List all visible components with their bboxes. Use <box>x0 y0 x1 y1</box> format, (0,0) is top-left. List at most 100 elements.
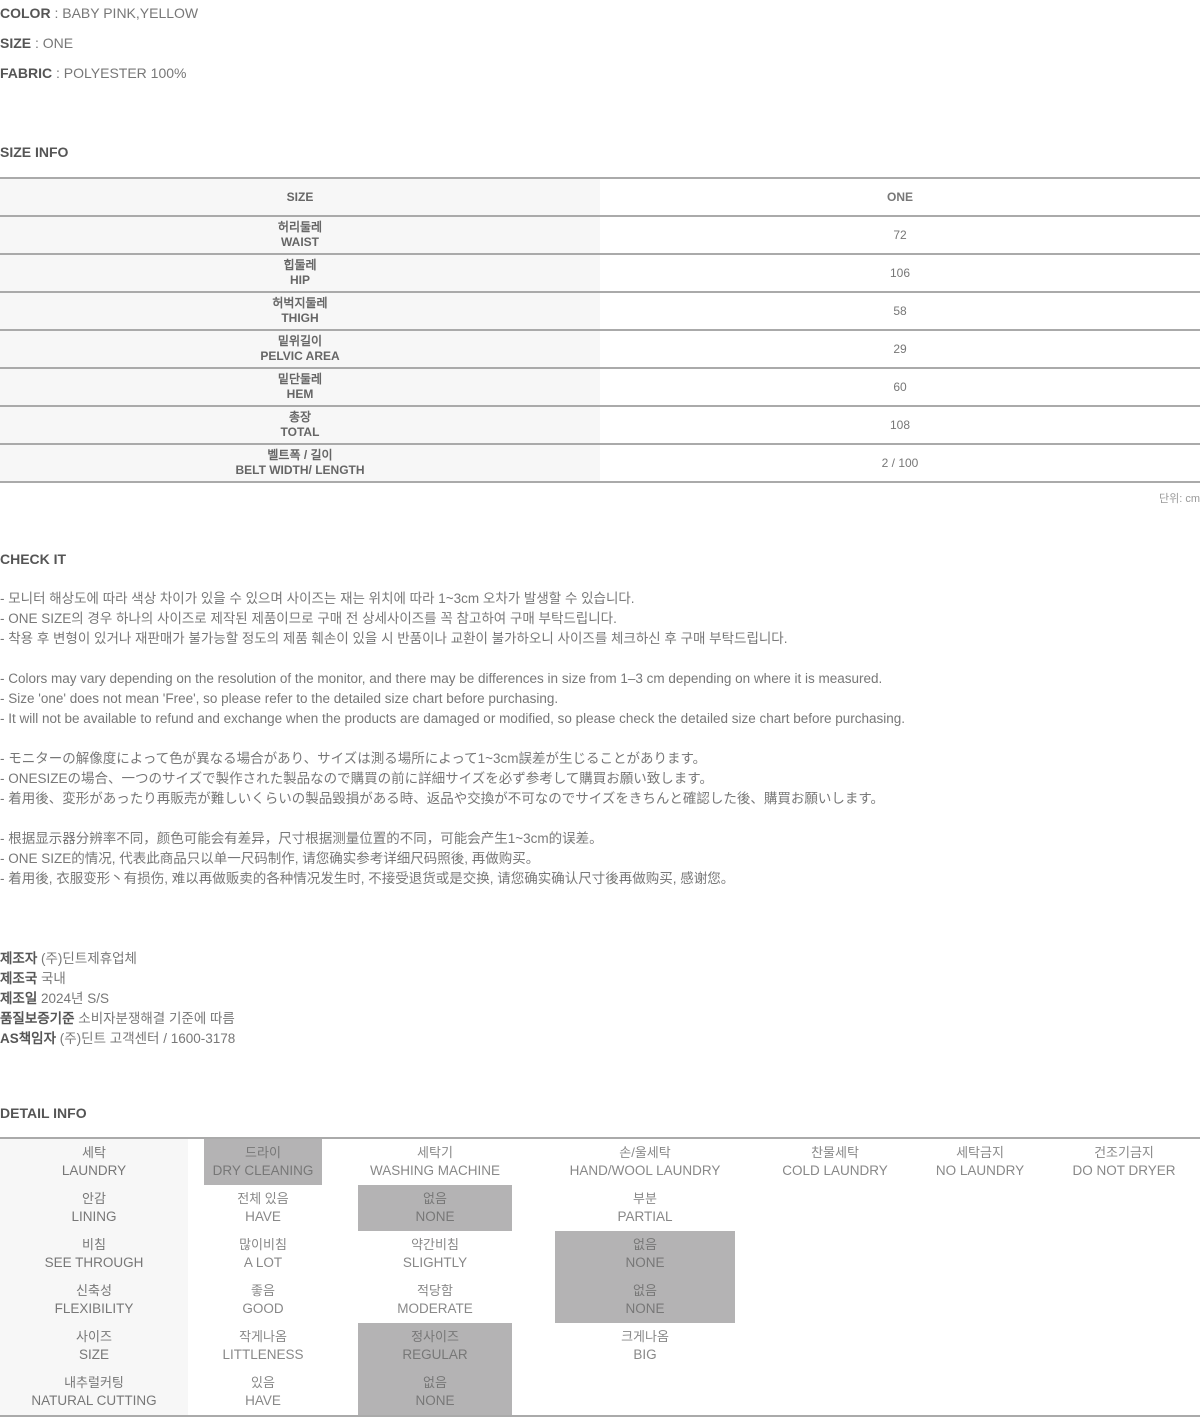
detail-row: 사이즈 SIZE 작게나옴 LITTLENESS 정사이즈 REGULAR 크게나옴 BIG <box>0 1323 1200 1369</box>
detail-option: 약간비침 SLIGHTLY <box>338 1231 532 1277</box>
detail-option: 손/울세탁 HAND/WOOL LAUNDRY <box>532 1138 758 1185</box>
detail-option: 좋음 GOOD <box>188 1277 338 1323</box>
detail-table: 세탁 LAUNDRY 드라이 DRY CLEANING 세탁기 WASHING MACHI… <box>0 1137 1200 1417</box>
spec-key: SIZE <box>0 35 32 51</box>
measure-kr: 벨트폭 / 길이 <box>267 448 333 462</box>
option-en: BIG <box>633 1347 657 1362</box>
detail-label-kr: 사이즈 <box>76 1329 112 1344</box>
option: 크게나옴 BIG <box>555 1323 735 1369</box>
spec-line: FABRIC : POLYESTER 100% <box>0 65 186 81</box>
maker-key: 제조일 <box>0 991 38 1006</box>
measure-en: WAIST <box>281 235 319 249</box>
maker-line: 제조국 국내 <box>0 969 235 989</box>
spec-value: : BABY PINK,YELLOW <box>50 5 199 21</box>
option: 약간비침 SLIGHTLY <box>358 1231 512 1277</box>
detail-option <box>758 1277 912 1323</box>
option-kr: 작게나옴 <box>239 1329 287 1344</box>
spec-line: COLOR : BABY PINK,YELLOW <box>0 5 198 21</box>
option-kr: 없음 <box>423 1191 447 1206</box>
detail-option <box>758 1185 912 1231</box>
measure-kr: 허벅지둘레 <box>272 296 328 310</box>
option-kr: 드라이 <box>245 1145 281 1160</box>
detail-option <box>912 1185 1048 1231</box>
maker-value: 2024년 S/S <box>37 991 109 1006</box>
measure-en: TOTAL <box>280 425 320 439</box>
detail-label: 내추럴커팅 NATURAL CUTTING <box>0 1369 188 1416</box>
detail-option: 정사이즈 REGULAR <box>338 1323 532 1369</box>
measure-value: 29 <box>600 329 1200 368</box>
detail-option: 많이비침 A LOT <box>188 1231 338 1277</box>
option-kr: 좋음 <box>251 1283 275 1298</box>
size-header-label: SIZE <box>0 177 600 216</box>
measure-value: 72 <box>600 215 1200 254</box>
detail-label-kr: 내추럴커팅 <box>64 1375 124 1390</box>
table-row: 밑위길이 PELVIC AREA 29 <box>0 329 1200 368</box>
detail-label: 신축성 FLEXIBILITY <box>0 1277 188 1323</box>
option-en: HAVE <box>245 1393 281 1408</box>
detail-label-en: LAUNDRY <box>61 1163 127 1178</box>
detail-option <box>912 1231 1048 1277</box>
detail-option: 없음 NONE <box>338 1369 532 1416</box>
detail-option: 찬물세탁 COLD LAUNDRY <box>758 1138 912 1185</box>
maker-value: 국내 <box>37 971 66 986</box>
detail-row: 비침 SEE THROUGH 많이비침 A LOT 약간비침 SLIGHTLY 없음 NONE <box>0 1231 1200 1277</box>
table-row: 벨트폭 / 길이 BELT WIDTH/ LENGTH 2 / 100 <box>0 443 1200 483</box>
detail-label: 세탁 LAUNDRY <box>0 1138 188 1185</box>
size-table: SIZE ONE 허리둘레 WAIST 72 힙둘레 HIP 106 허벅지둘레 THIGH 58 밑… <box>0 177 1200 483</box>
option: 전체 있음 HAVE <box>204 1185 322 1231</box>
option-kr: 없음 <box>423 1375 447 1390</box>
detail-option: 없음 NONE <box>338 1185 532 1231</box>
option-kr: 많이비침 <box>239 1237 287 1252</box>
selected-option: 정사이즈 REGULAR <box>358 1323 512 1369</box>
detail-option <box>912 1369 1048 1416</box>
note-line: - 모니터 해상도에 따라 색상 차이가 있을 수 있으며 사이즈는 재는 위치… <box>0 591 635 606</box>
detail-option <box>1048 1231 1200 1277</box>
unit-note: 단위: cm <box>1158 493 1200 505</box>
option-en: HAND/WOOL LAUNDRY <box>569 1163 721 1178</box>
measure-label: 허리둘레 WAIST <box>0 215 600 254</box>
selected-option: 없음 NONE <box>358 1369 512 1415</box>
measure-kr: 총장 <box>288 410 312 424</box>
option-en: MODERATE <box>397 1301 473 1316</box>
option-en: WASHING MACHINE <box>369 1163 500 1178</box>
option: 많이비침 A LOT <box>204 1231 322 1277</box>
detail-option <box>1048 1323 1200 1369</box>
detail-option <box>758 1323 912 1369</box>
detail-option: 세탁금지 NO LAUNDRY <box>912 1138 1048 1185</box>
detail-label-en: SEE THROUGH <box>44 1255 144 1270</box>
measure-en: THIGH <box>281 311 319 325</box>
measure-label: 힙둘레 HIP <box>0 253 600 292</box>
option-kr: 없음 <box>633 1283 657 1298</box>
detail-label-en: SIZE <box>78 1347 109 1362</box>
option: 세탁금지 NO LAUNDRY <box>912 1139 1048 1185</box>
detail-label-kr: 비침 <box>82 1237 106 1252</box>
option-kr: 적당함 <box>417 1283 453 1298</box>
maker-key: 제조자 <box>0 951 38 966</box>
detail-option: 적당함 MODERATE <box>338 1277 532 1323</box>
option: 부분 PARTIAL <box>555 1185 735 1231</box>
detail-option: 세탁기 WASHING MACHINE <box>338 1138 532 1185</box>
measure-label: 밑단둘레 HEM <box>0 367 600 406</box>
note-line: - ONE SIZE的情况, 代表此商品只以单一尺码制作, 请您确实参考详细尺码… <box>0 851 540 866</box>
size-header-row: SIZE ONE <box>0 177 1200 216</box>
detail-label: 사이즈 SIZE <box>0 1323 188 1369</box>
detail-option <box>532 1369 758 1416</box>
note-line: - It will not be available to refund and… <box>0 711 906 726</box>
maker-line: AS책임자 (주)딘트 고객센터 / 1600-3178 <box>0 1029 235 1049</box>
option-en: DRY CLEANING <box>212 1163 314 1178</box>
measure-kr: 허리둘레 <box>277 220 323 234</box>
detail-label-kr: 안감 <box>82 1191 106 1206</box>
maker-line: 제조일 2024년 S/S <box>0 989 235 1009</box>
note-line: - 착용 후 변형이 있거나 재판매가 불가능할 정도의 제품 훼손이 있을 시… <box>0 631 788 646</box>
option-kr: 세탁기 <box>417 1145 453 1160</box>
option-en: GOOD <box>242 1301 284 1316</box>
maker-value: (주)딘트 고객센터 / 1600-3178 <box>56 1031 236 1046</box>
option-kr: 약간비침 <box>411 1237 459 1252</box>
note-group: - モニターの解像度によって色が異なる場合があり、サイズは測る場所によって1~3… <box>0 749 884 809</box>
detail-label-kr: 세탁 <box>82 1145 106 1160</box>
detail-option: 작게나옴 LITTLENESS <box>188 1323 338 1369</box>
selected-option: 없음 NONE <box>555 1277 735 1323</box>
detail-option: 전체 있음 HAVE <box>188 1185 338 1231</box>
option-kr: 전체 있음 <box>237 1191 289 1206</box>
detail-row: 내추럴커팅 NATURAL CUTTING 있음 HAVE 없음 NONE <box>0 1369 1200 1416</box>
